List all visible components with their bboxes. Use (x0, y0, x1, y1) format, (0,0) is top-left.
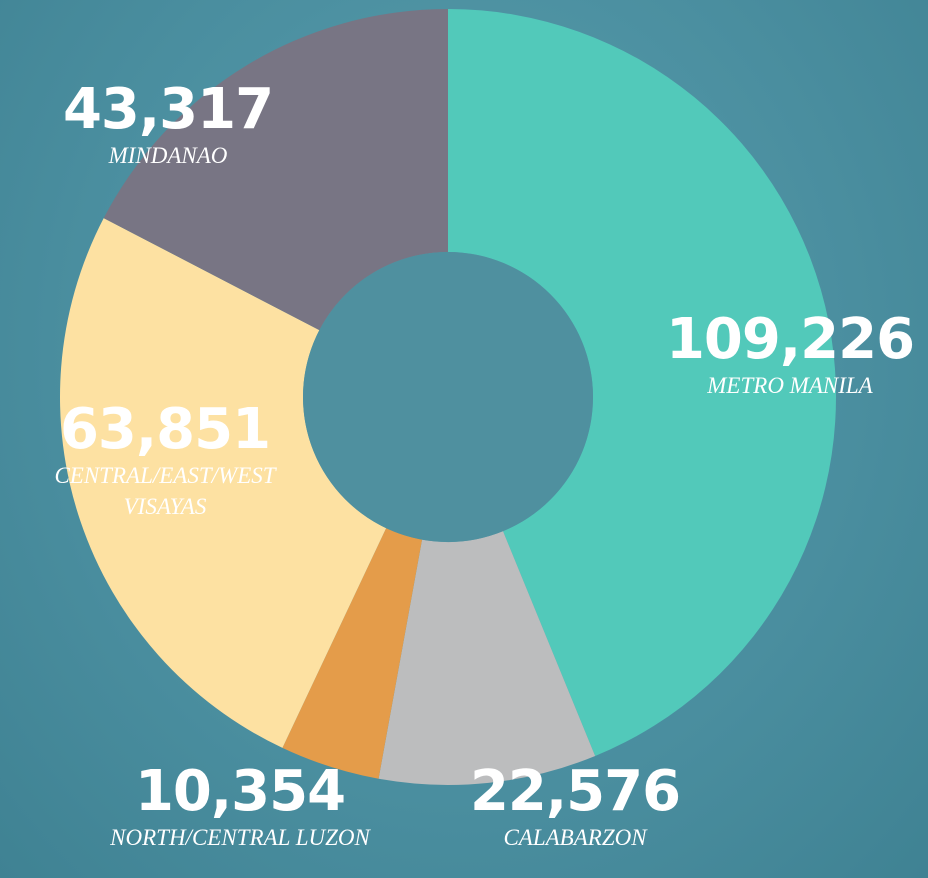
value-label: 43,317 (62, 77, 274, 142)
category-label: NORTH/CENTRAL LUZON (110, 825, 370, 850)
slice-label: 109,226 METRO MANILA (660, 310, 920, 401)
value-label: 63,851 (59, 397, 271, 462)
value-label: 22,576 (469, 759, 681, 824)
donut-slice (282, 528, 423, 779)
category-label: METRO MANILA (707, 373, 873, 398)
slice-label: 10,354 NORTH/CENTRAL LUZON (110, 762, 370, 853)
donut-hole (303, 252, 593, 542)
donut-slice (448, 9, 836, 757)
slice-label: 43,317 MINDANAO (38, 80, 298, 171)
category-label: CENTRAL/EAST/WEST VISAYAS (54, 463, 276, 519)
value-label: 109,226 (665, 307, 915, 372)
slice-label: 22,576 CALABARZON (445, 762, 705, 853)
category-label: MINDANAO (108, 143, 228, 168)
value-label: 10,354 (134, 759, 346, 824)
category-label: CALABARZON (503, 825, 647, 850)
donut-slice (103, 9, 448, 331)
slice-label: 63,851 CENTRAL/EAST/WEST VISAYAS (15, 400, 315, 522)
donut-slice (378, 531, 596, 785)
donut-slice (59, 218, 387, 748)
